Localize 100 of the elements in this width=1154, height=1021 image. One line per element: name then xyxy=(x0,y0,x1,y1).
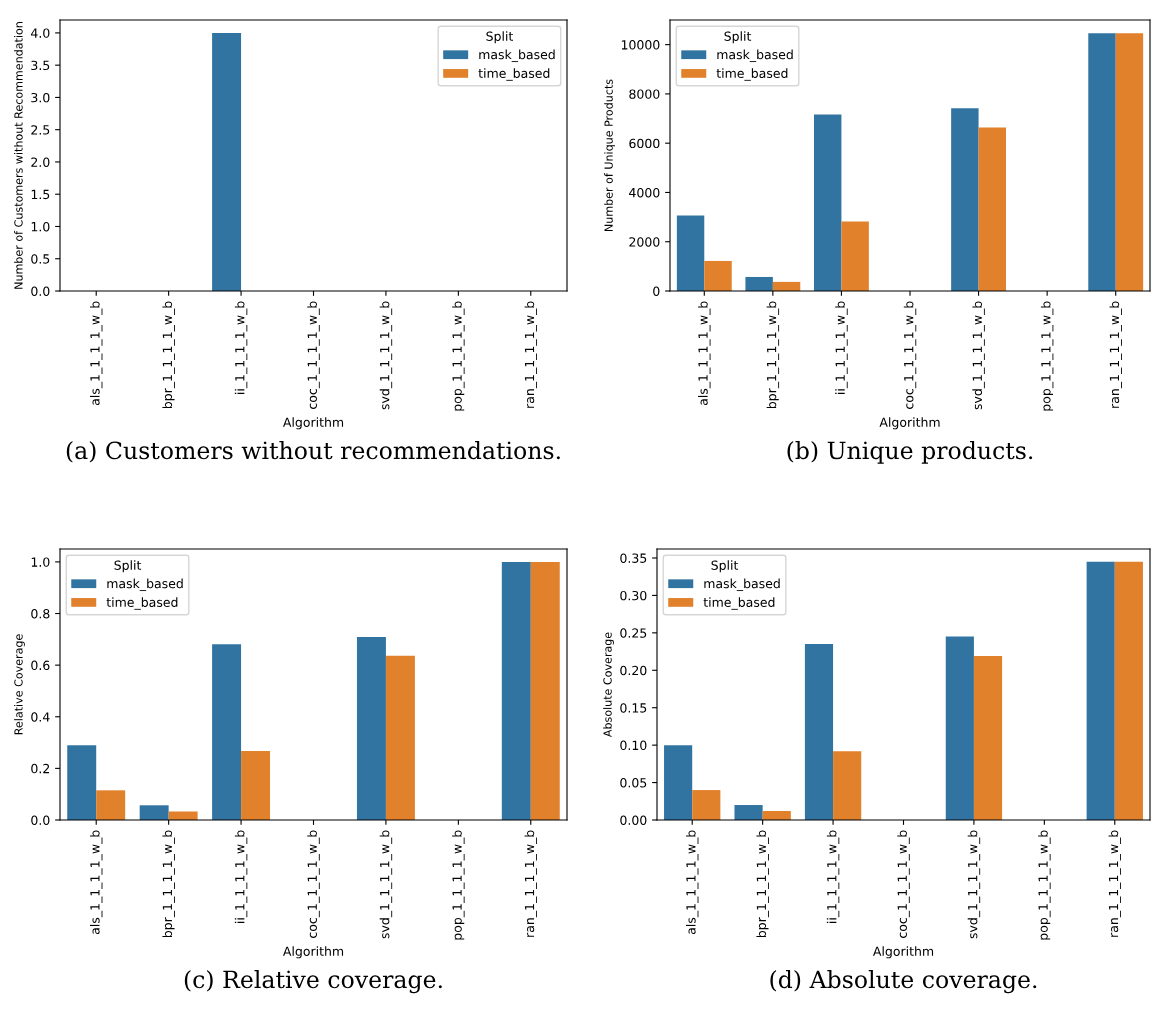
y-tick-label: 0.25 xyxy=(620,628,647,638)
legend-label: time_based xyxy=(703,597,775,610)
legend-label: time_based xyxy=(106,597,178,610)
legend-title: Split xyxy=(486,31,514,44)
y-tick-label: 2.0 xyxy=(31,157,50,167)
x-tick-label: svd_1_1_1_1_w_b xyxy=(379,301,393,410)
legend-label: time_based xyxy=(716,68,788,81)
y-tick-label: 0.6 xyxy=(31,660,50,671)
x-tick-label: als_1_1_1_1_w_b xyxy=(89,301,103,406)
bar xyxy=(385,655,415,820)
x-axis-title: Algorithm xyxy=(872,946,934,959)
y-tick-label: 6000 xyxy=(629,138,660,149)
bar xyxy=(1115,33,1144,291)
bar xyxy=(356,637,386,820)
x-tick-label: ran_1_1_1_1_w_b xyxy=(1109,301,1122,408)
x-tick-label: ii_1_1_1_1_w_b xyxy=(826,830,840,923)
x-tick-label: coc_1_1_1_1_w_b xyxy=(903,301,917,409)
bar xyxy=(692,790,721,820)
x-tick-label: coc_1_1_1_1_w_b xyxy=(307,830,320,938)
x-axis-title: Algorithm xyxy=(282,946,344,959)
bar xyxy=(1114,561,1143,820)
legend-label: mask_based xyxy=(107,578,183,592)
text: (c) Relative coverage. xyxy=(184,970,442,994)
bar xyxy=(67,745,97,820)
y-tick-label: 0.8 xyxy=(31,609,50,619)
bar xyxy=(139,805,169,820)
x-tick-label: pop_1_1_1_1_w_b xyxy=(1038,830,1051,940)
y-axis-title: Relative Coverage xyxy=(14,634,25,735)
x-tick-label: svd_1_1_1_1_w_b xyxy=(967,830,981,939)
text: (d) Absolute coverage. xyxy=(770,970,1037,994)
x-tick-label: ii_1_1_1_1_w_b xyxy=(234,830,248,923)
y-tick-label: 0 xyxy=(653,286,660,296)
bar xyxy=(945,636,974,820)
y-tick-label: 2.5 xyxy=(31,125,50,135)
y-tick-label: 0.35 xyxy=(620,553,647,563)
legend-title: Split xyxy=(711,560,739,573)
legend-label: mask_based xyxy=(704,578,780,592)
bar xyxy=(241,751,271,820)
bar xyxy=(973,656,1003,820)
text: (a) Customers without recommendations. xyxy=(66,441,560,463)
bar xyxy=(814,114,842,291)
bar xyxy=(1086,561,1115,820)
bar xyxy=(96,790,126,820)
x-tick-label: als_1_1_1_1_w_b xyxy=(698,301,711,406)
y-tick-label: 0.0 xyxy=(31,286,50,296)
x-tick-label: coc_1_1_1_1_w_b xyxy=(307,301,320,409)
legend-label: time_based xyxy=(478,68,550,81)
y-tick-label: 1.0 xyxy=(31,221,50,232)
y-tick-label: 4.0 xyxy=(31,28,50,38)
y-tick-label: 0.4 xyxy=(31,712,50,722)
y-axis-title: Number of Unique Products xyxy=(604,79,615,231)
y-tick-label: 3.0 xyxy=(31,92,50,103)
y-tick-label: 10000 xyxy=(621,40,660,50)
x-tick-label: pop_1_1_1_1_w_b xyxy=(452,301,465,411)
y-tick-label: 2000 xyxy=(629,237,660,247)
y-tick-label: 0.2 xyxy=(31,763,50,774)
y-tick-label: 0.00 xyxy=(620,815,647,825)
x-tick-label: bpr_1_1_1_1_w_b xyxy=(756,830,769,938)
x-tick-label: ran_1_1_1_1_w_b xyxy=(1108,830,1122,937)
y-axis-title: Number of Customers without Recommendation xyxy=(14,22,23,289)
x-axis-title: Algorithm xyxy=(282,417,344,430)
bar xyxy=(704,260,732,291)
x-tick-label: bpr_1_1_1_1_w_b xyxy=(162,830,175,938)
y-tick-label: 0.05 xyxy=(620,778,647,788)
text: (b) Unique products. xyxy=(787,441,1033,464)
bar xyxy=(745,276,773,291)
bar xyxy=(501,561,531,820)
y-tick-label: 0.30 xyxy=(620,590,647,601)
y-tick-label: 4000 xyxy=(629,187,660,198)
legend-title: Split xyxy=(114,560,142,573)
legend-label: mask_based xyxy=(479,49,555,63)
bar xyxy=(841,221,869,291)
y-tick-label: 0.5 xyxy=(31,254,50,264)
x-tick-label: svd_1_1_1_1_w_b xyxy=(379,830,393,939)
x-tick-label: als_1_1_1_1_w_b xyxy=(89,830,103,935)
bar xyxy=(833,751,862,820)
x-tick-label: bpr_1_1_1_1_w_b xyxy=(766,301,780,409)
x-tick-label: ii_1_1_1_1_w_b xyxy=(835,301,848,394)
x-tick-label: ran_1_1_1_1_w_b xyxy=(524,830,538,937)
bar xyxy=(212,644,242,820)
y-tick-label: 0.0 xyxy=(31,815,50,825)
bar xyxy=(951,108,979,291)
legend-title: Split xyxy=(724,31,752,44)
y-axis-title: Absolute Coverage xyxy=(603,632,614,738)
y-tick-label: 1.5 xyxy=(31,189,50,200)
bar xyxy=(804,644,834,820)
y-tick-label: 0.10 xyxy=(620,740,647,751)
x-tick-label: pop_1_1_1_1_w_b xyxy=(452,830,465,940)
bar xyxy=(530,561,560,820)
bar xyxy=(664,745,693,820)
bar xyxy=(168,811,198,820)
y-tick-label: 0.15 xyxy=(620,703,647,713)
x-tick-label: coc_1_1_1_1_w_b xyxy=(897,830,910,938)
x-tick-label: pop_1_1_1_1_w_b xyxy=(1040,301,1054,411)
y-tick-label: 8000 xyxy=(629,89,660,99)
y-tick-label: 3.5 xyxy=(31,60,50,71)
y-tick-label: 0.20 xyxy=(620,665,647,676)
bar xyxy=(1088,33,1116,291)
bar xyxy=(734,805,763,820)
x-axis-title: Algorithm xyxy=(879,417,940,430)
